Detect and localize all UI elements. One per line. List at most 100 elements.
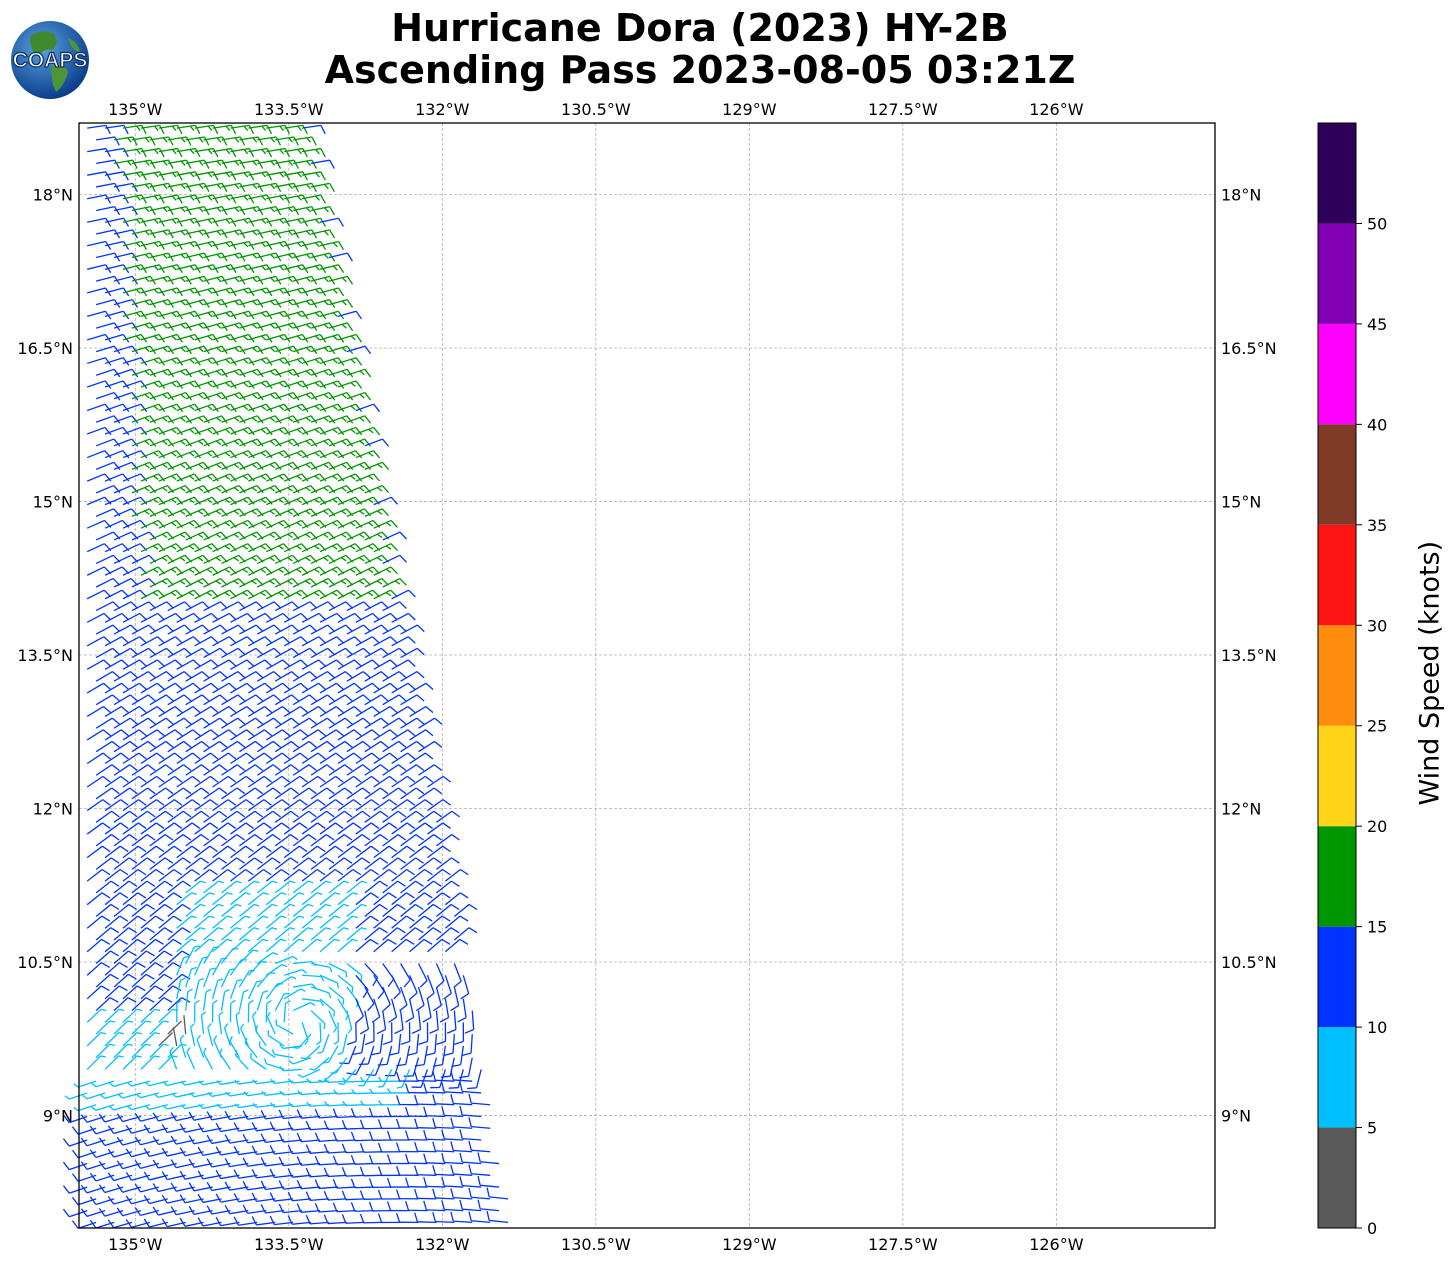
- barb-staff: [113, 461, 132, 470]
- barb-staff: [221, 182, 241, 188]
- wind-barb: [122, 1008, 143, 1023]
- barb-feather: [343, 857, 353, 864]
- barb-feather: [343, 880, 350, 884]
- barb-feather: [202, 956, 209, 959]
- wind-barb: [292, 461, 318, 470]
- wind-barb: [373, 915, 397, 929]
- barb-staff: [212, 519, 231, 529]
- barb-feather: [155, 868, 165, 876]
- barb-staff: [122, 892, 139, 906]
- wind-barb: [346, 1010, 353, 1034]
- barb-feather: [219, 764, 228, 772]
- wind-barb: [382, 624, 407, 635]
- barb-feather: [328, 392, 336, 401]
- wind-barb: [427, 845, 451, 859]
- barb-feather: [377, 1085, 384, 1088]
- wind-barb: [211, 978, 224, 999]
- barb-feather: [317, 822, 326, 829]
- barb-feather: [182, 903, 191, 911]
- barb-feather: [415, 857, 424, 864]
- barb-feather: [191, 799, 201, 806]
- barb-feather: [274, 461, 282, 470]
- barb-staff: [212, 705, 230, 717]
- barb-feather: [416, 647, 425, 656]
- wind-barb: [355, 426, 381, 436]
- wind-barb: [113, 903, 138, 917]
- barb-staff: [113, 275, 133, 282]
- barb-feather: [235, 927, 242, 930]
- barb-staff: [176, 473, 195, 482]
- barb-feather: [209, 915, 215, 919]
- barb-feather: [207, 382, 213, 387]
- barb-feather: [201, 717, 210, 725]
- wind-barb: [284, 171, 309, 181]
- barb-staff: [283, 1068, 303, 1072]
- barb-staff: [86, 985, 102, 1000]
- barb-feather: [416, 671, 425, 679]
- barb-feather: [176, 357, 184, 366]
- wind-barb: [275, 415, 300, 424]
- wind-barb: [301, 682, 327, 694]
- barb-feather: [314, 335, 320, 341]
- barb-staff: [212, 426, 231, 435]
- wind-barb: [230, 915, 251, 929]
- wind-barb: [310, 694, 335, 706]
- barb-staff: [256, 952, 274, 965]
- barb-feather: [211, 427, 219, 436]
- barb-feather: [398, 671, 407, 679]
- barb-feather: [307, 927, 314, 930]
- wind-barb: [468, 1093, 491, 1106]
- wind-barb: [239, 159, 264, 169]
- wind-barb: [436, 810, 460, 823]
- wind-barb: [140, 333, 166, 343]
- barb-staff: [131, 950, 147, 965]
- wind-barb: [328, 461, 354, 470]
- wind-barb: [240, 1023, 249, 1047]
- wind-barb: [318, 1068, 339, 1083]
- barb-feather: [269, 533, 275, 539]
- barb-feather: [164, 927, 173, 934]
- barb-feather: [274, 368, 282, 378]
- barb-staff: [95, 461, 115, 470]
- barb-feather: [171, 288, 177, 294]
- barb-feather: [220, 461, 228, 470]
- barb-staff: [212, 799, 229, 812]
- barb-staff: [167, 880, 184, 894]
- barb-staff: [194, 217, 214, 223]
- barb-staff: [212, 566, 230, 576]
- barb-feather: [346, 322, 354, 332]
- wind-barb: [113, 717, 138, 729]
- wind-barb: [158, 403, 184, 413]
- wind-barb: [315, 1089, 338, 1095]
- barb-feather: [127, 1043, 133, 1046]
- wind-barb: [432, 1070, 455, 1082]
- barb-feather: [122, 427, 130, 436]
- barb-staff: [257, 368, 276, 376]
- barb-feather: [216, 300, 222, 306]
- barb-feather: [234, 137, 240, 143]
- barb-feather: [180, 370, 186, 376]
- barb-feather: [442, 868, 451, 876]
- wind-barb: [283, 845, 308, 859]
- barb-feather: [198, 463, 204, 469]
- wind-barb: [104, 868, 129, 882]
- barb-staff: [373, 566, 392, 576]
- wind-barb: [86, 845, 111, 859]
- barb-feather: [218, 1011, 224, 1016]
- barb-feather: [451, 857, 460, 864]
- barb-feather: [371, 706, 380, 714]
- barb-feather: [368, 452, 374, 457]
- barb-feather: [156, 729, 165, 737]
- barb-feather: [233, 510, 240, 515]
- barb-staff: [364, 531, 383, 541]
- barb-feather: [266, 1011, 271, 1018]
- barb-staff: [292, 275, 312, 282]
- barb-staff: [337, 775, 355, 788]
- barb-feather: [149, 415, 157, 424]
- barb-staff: [113, 206, 133, 212]
- barb-staff: [167, 577, 186, 588]
- wind-barb: [122, 799, 147, 812]
- barb-staff: [140, 915, 156, 929]
- barb-feather: [269, 510, 275, 515]
- barb-staff: [158, 962, 174, 976]
